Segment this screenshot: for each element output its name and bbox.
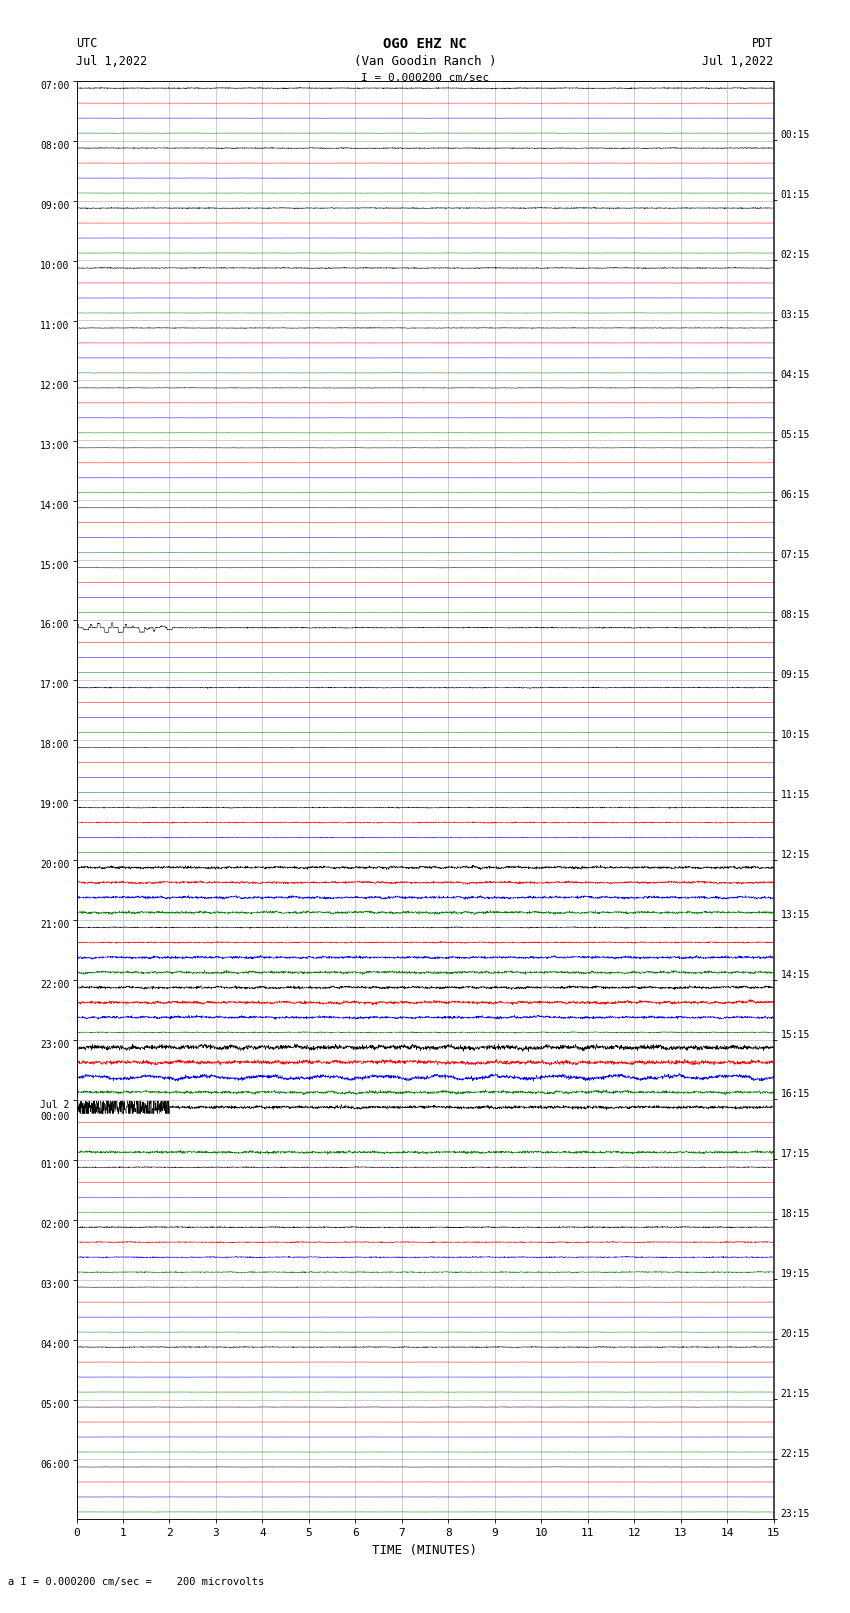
Text: UTC: UTC	[76, 37, 98, 50]
Text: Jul 1,2022: Jul 1,2022	[702, 55, 774, 68]
Text: Jul 1,2022: Jul 1,2022	[76, 55, 148, 68]
Text: OGO EHZ NC: OGO EHZ NC	[383, 37, 467, 52]
Text: (Van Goodin Ranch ): (Van Goodin Ranch )	[354, 55, 496, 68]
X-axis label: TIME (MINUTES): TIME (MINUTES)	[372, 1544, 478, 1557]
Text: PDT: PDT	[752, 37, 774, 50]
Text: a I = 0.000200 cm/sec =    200 microvolts: a I = 0.000200 cm/sec = 200 microvolts	[8, 1578, 264, 1587]
Text: I = 0.000200 cm/sec: I = 0.000200 cm/sec	[361, 73, 489, 82]
